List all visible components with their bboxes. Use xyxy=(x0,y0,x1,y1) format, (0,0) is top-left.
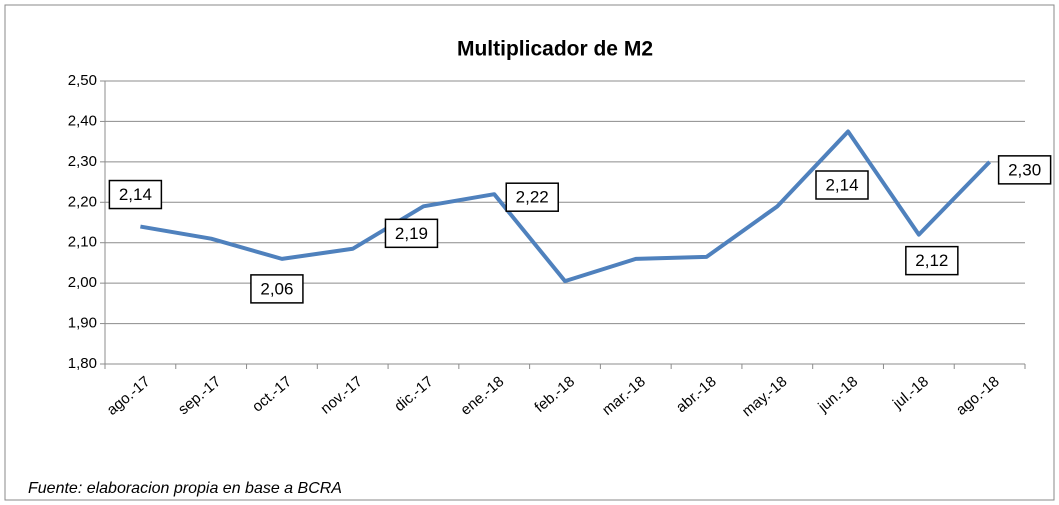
y-tick-label: 1,80 xyxy=(68,355,97,372)
annotation-box xyxy=(815,170,869,200)
data-label-box xyxy=(905,245,959,276)
data-label: 2,19 xyxy=(395,224,428,243)
y-tick-label: 2,30 xyxy=(68,153,97,170)
y-tick-label: 2,40 xyxy=(68,112,97,129)
y-tick-label: 1,90 xyxy=(68,315,97,332)
data-label-box xyxy=(505,182,559,212)
y-tick-label: 2,20 xyxy=(68,193,97,210)
chart-border xyxy=(4,4,1055,501)
line-series xyxy=(140,129,992,284)
data-label: 2,14 xyxy=(119,185,152,204)
data-label-box xyxy=(250,274,304,304)
data-label-box xyxy=(108,179,163,210)
y-tick-label: 2,10 xyxy=(68,234,97,251)
y-tick-label: 2,50 xyxy=(68,72,97,89)
data-label-box xyxy=(384,218,439,249)
data-label: 2,30 xyxy=(1008,160,1041,179)
data-label-box xyxy=(997,155,1052,185)
data-label: 2,12 xyxy=(915,251,948,270)
data-label: 2,22 xyxy=(516,188,549,207)
source-note: Fuente: elaboracion propia en base a BCR… xyxy=(28,480,342,497)
chart-title: Multiplicador de M2 xyxy=(457,38,653,61)
y-tick-label: 2,00 xyxy=(68,274,97,291)
data-label: 2,06 xyxy=(260,279,293,298)
annotation: 2,14 xyxy=(825,175,858,194)
